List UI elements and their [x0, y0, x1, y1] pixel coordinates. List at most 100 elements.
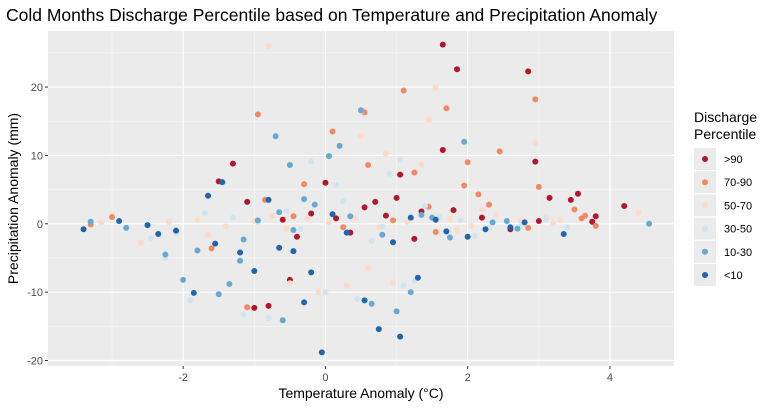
data-point [340, 198, 347, 205]
data-point [333, 181, 340, 188]
data-point [454, 66, 461, 73]
legend-label: 70-90 [724, 177, 752, 189]
data-point [148, 235, 155, 242]
data-point [212, 240, 219, 247]
data-point [368, 237, 375, 244]
data-point [535, 183, 542, 190]
legend-label: <10 [724, 270, 743, 282]
data-point [279, 216, 286, 223]
data-point [194, 216, 201, 223]
data-point [301, 196, 308, 203]
data-point [180, 276, 187, 283]
legend-swatch [702, 272, 708, 278]
data-point [525, 224, 532, 231]
data-point [382, 212, 389, 219]
data-point [400, 87, 407, 94]
data-point [535, 218, 542, 225]
data-point [269, 213, 276, 220]
data-point [546, 194, 553, 201]
data-point [237, 249, 244, 256]
data-point [489, 219, 496, 226]
data-point [219, 179, 226, 186]
data-point [478, 206, 485, 213]
legend-label: >90 [724, 154, 743, 166]
data-point [311, 201, 318, 208]
data-point [201, 209, 208, 216]
data-point [471, 233, 478, 240]
data-point [382, 151, 389, 158]
data-point [361, 204, 368, 211]
data-point [293, 233, 300, 240]
data-point [290, 213, 297, 220]
data-point [358, 107, 364, 114]
plot-panel [48, 31, 674, 366]
data-point [304, 215, 311, 222]
data-point [340, 224, 347, 231]
data-point [286, 280, 293, 287]
data-point [265, 43, 272, 50]
data-point [514, 225, 521, 232]
data-point [80, 226, 87, 233]
data-point [226, 280, 233, 287]
data-point [407, 214, 414, 221]
data-point [333, 215, 340, 222]
y-tick-label: -10 [27, 287, 43, 299]
data-point [116, 218, 123, 225]
y-axis-ticks: -20 -10 0 10 20 [27, 82, 48, 368]
data-point [165, 218, 172, 225]
data-point [390, 279, 397, 286]
data-point [276, 244, 283, 251]
data-point [205, 231, 212, 238]
data-point [372, 198, 379, 205]
data-point [290, 226, 297, 233]
data-point [432, 229, 439, 235]
data-point [265, 196, 272, 203]
data-point [254, 111, 261, 118]
data-point [144, 222, 151, 229]
data-point [532, 158, 539, 165]
data-point [240, 311, 247, 318]
data-point [422, 203, 429, 210]
legend-swatch [702, 248, 708, 255]
legend-title: Discharge Percentile [694, 109, 757, 142]
data-point [432, 216, 439, 223]
data-point [315, 289, 322, 296]
legend: Discharge Percentile >90 70-90 50-70 30-50 10-… [694, 109, 757, 286]
data-point [432, 84, 439, 91]
data-point [286, 162, 293, 168]
x-tick-label: 0 [322, 372, 328, 384]
data-point [475, 191, 482, 198]
data-point [208, 245, 215, 252]
data-point [393, 308, 400, 315]
data-point [272, 133, 279, 140]
data-point [354, 296, 361, 302]
data-point [205, 192, 212, 199]
data-point [162, 251, 169, 258]
x-tick-label: 4 [607, 372, 613, 384]
legend-label: 50-70 [724, 200, 752, 212]
data-point [375, 326, 382, 333]
data-point [532, 96, 539, 103]
data-point [379, 231, 386, 238]
data-point [265, 302, 272, 309]
y-tick-label: 10 [31, 150, 43, 162]
data-point [496, 148, 503, 155]
data-point [461, 182, 468, 189]
data-point [336, 142, 343, 149]
data-point [347, 213, 354, 220]
data-point [343, 282, 350, 289]
data-point [365, 265, 372, 272]
data-point [358, 133, 364, 140]
data-point [397, 333, 404, 340]
data-point [571, 206, 578, 213]
data-point [411, 169, 418, 176]
legend-swatch [702, 202, 708, 209]
data-point [308, 269, 315, 276]
data-point [468, 222, 475, 229]
data-point [87, 218, 94, 225]
data-point [301, 299, 308, 306]
data-point [457, 217, 464, 224]
data-point [621, 203, 628, 210]
data-point [560, 231, 567, 238]
